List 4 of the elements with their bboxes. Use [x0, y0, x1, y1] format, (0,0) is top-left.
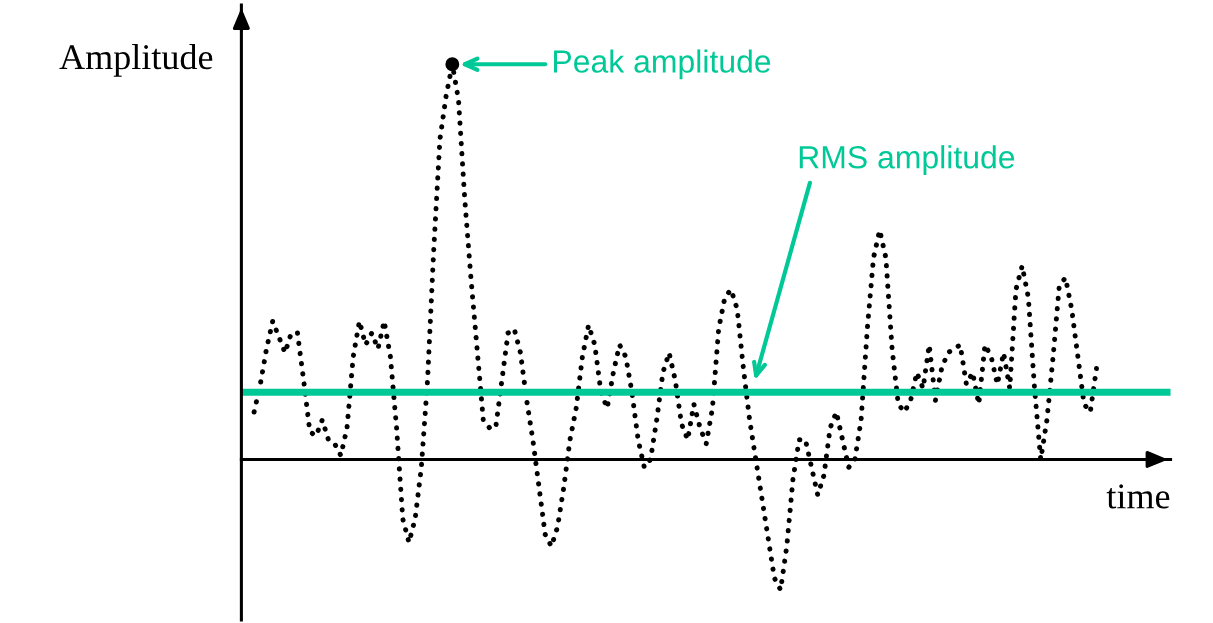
annotation: Peak amplitude	[554, 49, 771, 80]
ref-line-label: RMS amplitude	[799, 145, 1015, 175]
y-axis-title: Amplitude	[59, 43, 213, 77]
x-axis-title: time	[1106, 484, 1170, 509]
